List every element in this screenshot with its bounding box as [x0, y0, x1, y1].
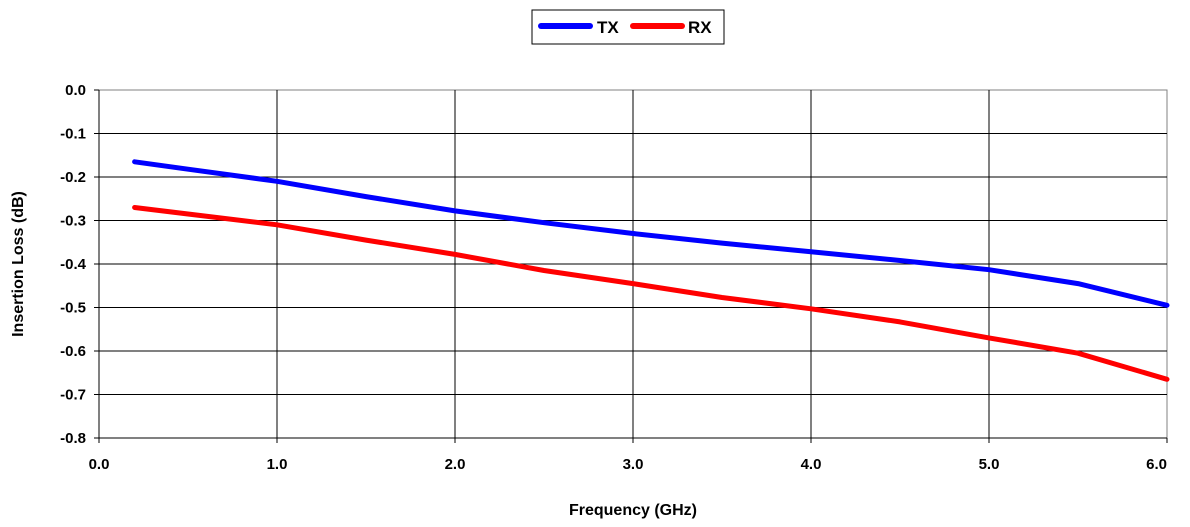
y-tick-labels: 0.0 -0.1 -0.2 -0.3 -0.4 -0.5 -0.6 -0.7 -0.8: [60, 82, 87, 447]
x-tick-label: 1.0: [267, 456, 288, 473]
legend-label-rx: RX: [688, 18, 712, 37]
y-tick-label: -0.1: [60, 126, 86, 143]
grid-lines: [99, 90, 1167, 438]
y-axis-title: Insertion Loss (dB): [10, 191, 27, 337]
y-tick-label: -0.5: [60, 300, 86, 317]
axes: [94, 89, 1168, 443]
x-tick-label: 4.0: [801, 456, 822, 473]
x-tick-label: 0.0: [89, 456, 110, 473]
legend-label-tx: TX: [597, 18, 619, 37]
y-tick-label: -0.7: [60, 387, 86, 404]
series-line-tx: [132, 159, 1170, 308]
x-tick-label: 3.0: [623, 456, 644, 473]
x-tick-label: 6.0: [1146, 456, 1167, 473]
x-tick-label: 5.0: [979, 456, 1000, 473]
y-tick-label: -0.6: [60, 343, 86, 360]
y-tick-label: -0.4: [60, 256, 87, 273]
x-axis-title: Frequency (GHz): [569, 502, 697, 519]
series-lines: [132, 159, 1170, 382]
series-line-rx: [132, 205, 1170, 382]
y-tick-label: -0.3: [60, 213, 86, 230]
y-tick-label: 0.0: [65, 82, 86, 99]
y-tick-label: -0.2: [60, 169, 86, 186]
legend: TX RX: [531, 9, 725, 45]
x-tick-labels: 0.0 1.0 2.0 3.0 4.0 5.0 6.0: [89, 456, 1167, 473]
y-tick-label: -0.8: [60, 430, 86, 447]
x-tick-label: 2.0: [445, 456, 466, 473]
